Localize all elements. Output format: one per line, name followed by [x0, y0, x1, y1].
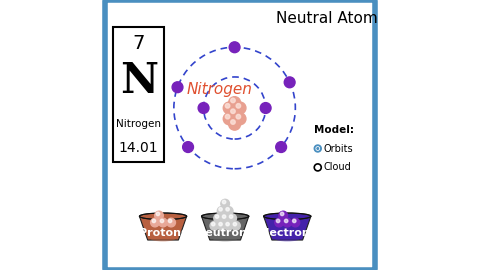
Circle shape	[231, 98, 235, 103]
Circle shape	[223, 102, 235, 114]
Circle shape	[276, 142, 287, 153]
Circle shape	[276, 219, 280, 223]
Circle shape	[226, 208, 229, 211]
Circle shape	[236, 114, 240, 119]
Circle shape	[226, 222, 229, 226]
Circle shape	[316, 147, 319, 150]
Circle shape	[229, 42, 240, 53]
FancyBboxPatch shape	[105, 0, 375, 270]
Circle shape	[217, 207, 226, 215]
Circle shape	[291, 218, 300, 227]
Circle shape	[280, 212, 284, 216]
Text: Neutral Atom: Neutral Atom	[276, 11, 377, 26]
Bar	[113, 27, 164, 162]
Circle shape	[236, 104, 240, 108]
Circle shape	[155, 211, 163, 220]
Circle shape	[232, 221, 240, 230]
Circle shape	[224, 207, 233, 215]
Text: 14.01: 14.01	[119, 141, 158, 156]
Text: Nitrogen: Nitrogen	[116, 119, 161, 129]
Polygon shape	[202, 216, 249, 240]
Text: Orbits: Orbits	[323, 143, 353, 154]
Circle shape	[159, 218, 168, 227]
Circle shape	[217, 221, 226, 230]
Ellipse shape	[275, 236, 300, 241]
Circle shape	[152, 219, 156, 223]
Circle shape	[225, 104, 230, 108]
Circle shape	[168, 219, 172, 223]
Circle shape	[283, 218, 291, 227]
Circle shape	[210, 221, 219, 230]
Circle shape	[228, 118, 240, 130]
Circle shape	[221, 214, 229, 222]
Polygon shape	[264, 216, 311, 240]
Circle shape	[234, 102, 246, 114]
Circle shape	[229, 215, 233, 218]
Circle shape	[151, 218, 159, 227]
Circle shape	[231, 120, 235, 124]
Text: Neutrons: Neutrons	[196, 228, 254, 238]
Circle shape	[219, 222, 222, 226]
Ellipse shape	[264, 213, 311, 220]
Text: N: N	[120, 60, 158, 102]
Circle shape	[216, 215, 219, 218]
Text: Nitrogen: Nitrogen	[187, 82, 252, 97]
Circle shape	[275, 218, 284, 227]
Circle shape	[183, 142, 193, 153]
Ellipse shape	[139, 213, 187, 220]
Polygon shape	[139, 216, 187, 240]
Text: Protons: Protons	[139, 228, 187, 238]
Ellipse shape	[202, 213, 249, 220]
Circle shape	[224, 221, 233, 230]
Circle shape	[279, 211, 288, 220]
Circle shape	[222, 215, 226, 218]
Circle shape	[172, 82, 183, 93]
Circle shape	[214, 214, 222, 222]
Circle shape	[234, 113, 246, 125]
Circle shape	[156, 212, 160, 216]
Circle shape	[284, 77, 295, 88]
Circle shape	[223, 113, 235, 125]
Circle shape	[228, 97, 240, 109]
Ellipse shape	[151, 236, 175, 241]
Text: Electrons: Electrons	[258, 228, 316, 238]
Circle shape	[292, 219, 296, 223]
Circle shape	[198, 103, 209, 113]
Circle shape	[212, 222, 215, 226]
Text: Cloud: Cloud	[323, 162, 351, 173]
Circle shape	[222, 200, 226, 204]
Circle shape	[314, 145, 321, 152]
Ellipse shape	[213, 236, 238, 241]
Text: Model:: Model:	[314, 124, 354, 135]
Circle shape	[160, 219, 164, 223]
Circle shape	[233, 222, 237, 226]
Circle shape	[225, 114, 230, 119]
Circle shape	[221, 199, 229, 208]
Circle shape	[317, 148, 319, 149]
Circle shape	[231, 109, 235, 113]
Circle shape	[228, 107, 240, 119]
Text: 7: 7	[132, 34, 145, 53]
Circle shape	[167, 218, 176, 227]
Circle shape	[260, 103, 271, 113]
Circle shape	[285, 219, 288, 223]
Circle shape	[219, 208, 222, 211]
Circle shape	[228, 214, 237, 222]
